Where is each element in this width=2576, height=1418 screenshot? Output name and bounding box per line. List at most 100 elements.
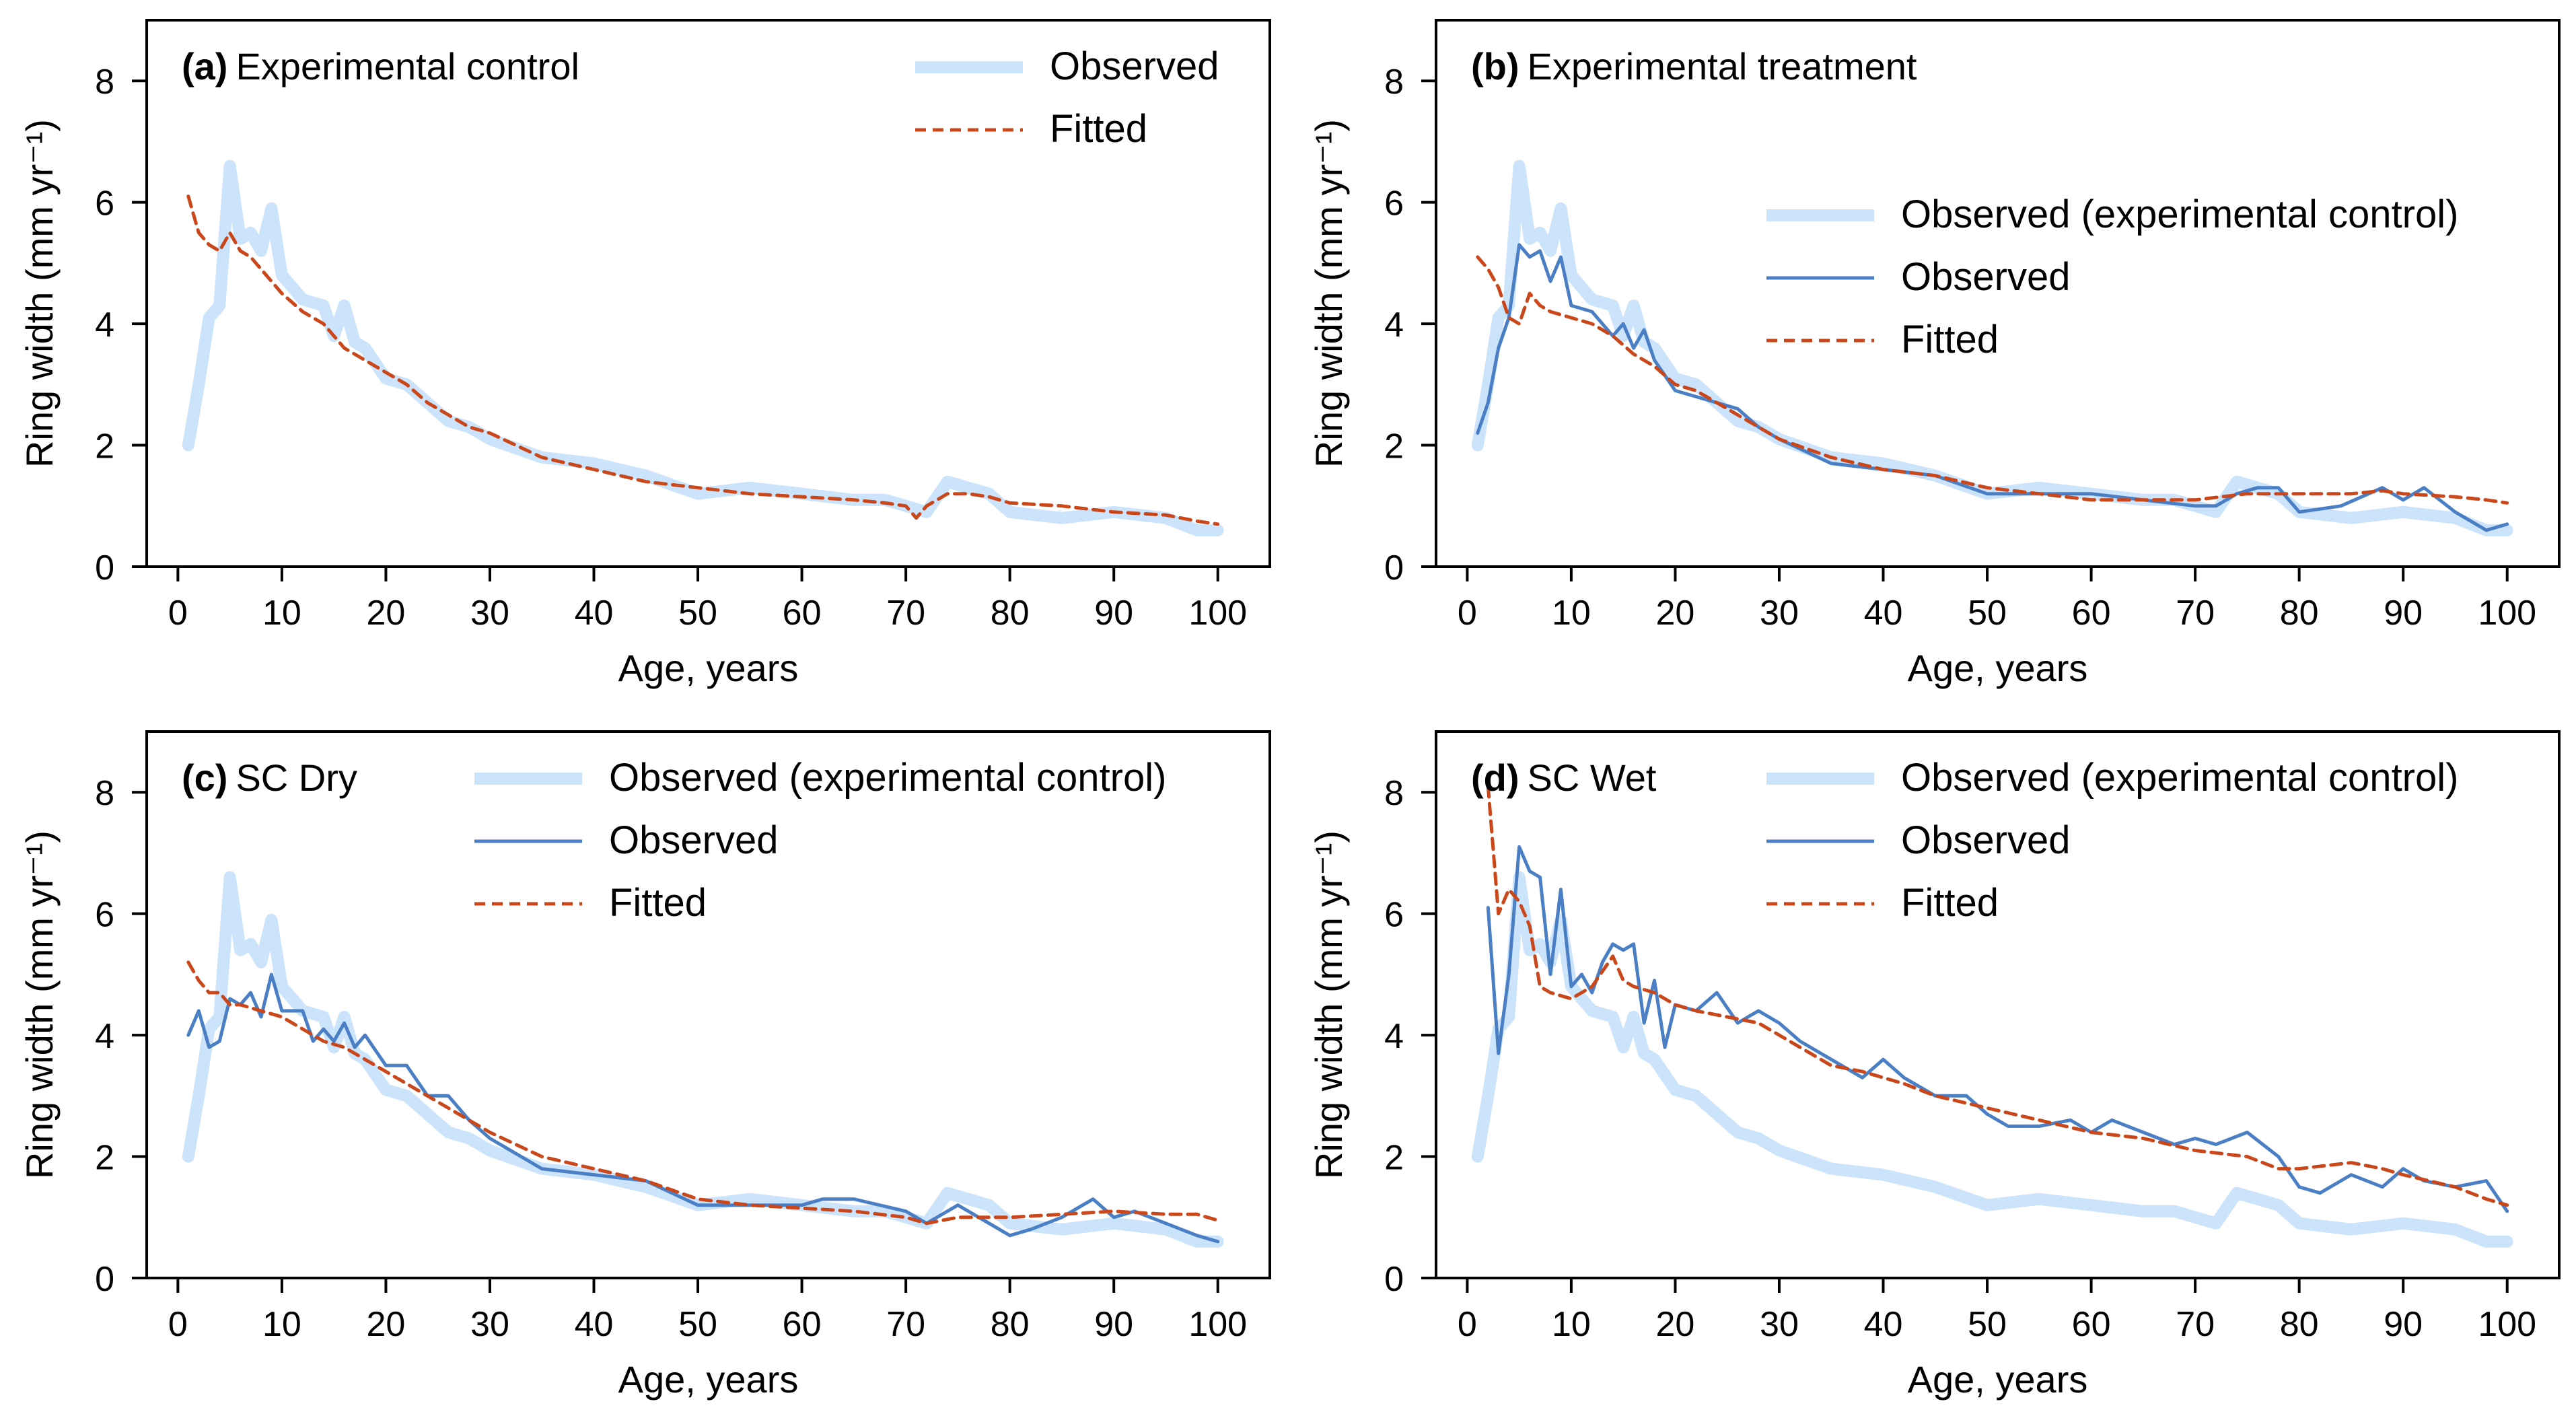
legend-label: Observed [1901,818,2070,862]
x-tick-label: 10 [1552,594,1591,633]
x-tick-label: 10 [1552,1305,1591,1344]
series-line-fitted [1486,784,2509,1207]
y-tick-label: 8 [95,774,114,813]
legend-label: Observed (experimental control) [609,756,1166,800]
x-tick-label: 100 [1188,594,1247,633]
panel-title-text: SC Dry [236,756,357,799]
legend-label: Observed [1050,44,1219,88]
panel-title: (d) SC Wet [1471,756,1657,799]
axes-frame [145,19,1271,568]
x-tick-label: 40 [575,594,614,633]
legend: Observed (experimental control) Observed F… [1766,756,2458,925]
panel-title-text: Experimental control [236,45,579,87]
x-tick-label: 90 [1094,1305,1133,1344]
panel-letter: (d) [1471,756,1519,799]
y-tick-label: 2 [1384,427,1404,466]
panel-letter: (b) [1471,45,1519,87]
x-tick-label: 90 [2384,594,2423,633]
x-tick-label: 40 [1864,594,1903,633]
x-tick-label: 70 [2176,594,2215,633]
panel-d: 0 10 20 30 40 50 60 70 80 90 100 0 2 4 6 8 Age, years Rin… [1308,730,2561,1401]
x-tick-label: 10 [262,594,301,633]
panel-title-text: SC Wet [1528,756,1657,799]
x-tick-label: 100 [2478,1305,2536,1344]
x-axis-label: Age, years [1908,1358,2088,1401]
y-tick-label: 8 [95,63,114,102]
x-tick-label: 20 [367,1305,406,1344]
x-tick-label: 20 [367,594,406,633]
x-axis-label: Age, years [1908,647,2088,689]
x-tick-label: 50 [1968,594,2007,633]
panel-letter: (a) [182,45,227,87]
legend-label: Fitted [1901,881,1999,925]
axes-frame [1435,19,2561,568]
series-line-observed-control [182,871,1224,1248]
panel-letter: (c) [182,756,227,799]
x-tick-label: 60 [783,594,822,633]
y-tick-label: 0 [1384,548,1404,588]
y-tick-label: 6 [95,184,114,223]
y-tick-label: 4 [1384,1017,1404,1056]
legend-label: Fitted [1050,107,1147,151]
series-line-fitted [186,194,1220,526]
axes-frame [145,730,1271,1279]
y-tick-label: 0 [95,1260,114,1299]
y-tick-label: 4 [1384,306,1404,345]
x-tick-label: 70 [886,594,925,633]
panel-title-text: Experimental treatment [1528,45,1917,87]
y-tick-label: 2 [95,1139,114,1178]
series-line-observed-control [1471,871,2513,1248]
x-tick-label: 80 [2280,594,2319,633]
x-tick-label: 30 [470,594,509,633]
x-tick-label: 100 [1188,1305,1247,1344]
y-tick-label: 6 [1384,896,1404,935]
x-tick-label: 70 [886,1305,925,1344]
y-tick-label: 0 [1384,1260,1404,1299]
x-axis-label: Age, years [618,1358,799,1401]
x-tick-label: 50 [678,594,717,633]
y-tick-label: 8 [1384,63,1404,102]
y-axis-label: Ring width (mm yr⁻¹) [1308,119,1350,468]
x-tick-label: 20 [1656,594,1695,633]
x-tick-label: 80 [2280,1305,2319,1344]
x-tick-label: 70 [2176,1305,2215,1344]
panel-b: 0 10 20 30 40 50 60 70 80 90 100 0 2 4 6 8 Age, years Rin… [1308,19,2561,689]
legend-label: Fitted [1901,318,1999,361]
y-tick-label: 4 [95,306,114,345]
y-tick-label: 2 [1384,1139,1404,1178]
panel-c: 0 10 20 30 40 50 60 70 80 90 100 0 2 4 6 8 Age, years Rin… [18,730,1271,1401]
x-tick-label: 0 [1458,594,1477,633]
y-tick-label: 2 [95,427,114,466]
legend-label: Fitted [609,881,707,925]
x-tick-label: 20 [1656,1305,1695,1344]
x-tick-label: 60 [2072,594,2111,633]
x-tick-label: 80 [991,594,1030,633]
panel-title: (c) SC Dry [182,756,357,799]
y-axis-label: Ring width (mm yr⁻¹) [18,119,61,468]
legend-label: Observed (experimental control) [1901,192,2458,236]
x-tick-label: 100 [2478,594,2536,633]
x-axis-label: Age, years [618,647,799,689]
axes-frame [1435,730,2561,1279]
x-tick-label: 50 [1968,1305,2007,1344]
x-tick-label: 0 [168,594,188,633]
x-tick-label: 0 [168,1305,188,1344]
y-axis-label: Ring width (mm yr⁻¹) [18,830,61,1179]
y-tick-label: 6 [95,896,114,935]
x-tick-label: 50 [678,1305,717,1344]
x-tick-label: 60 [2072,1305,2111,1344]
legend-label: Observed (experimental control) [1901,756,2458,800]
x-tick-label: 30 [1760,594,1799,633]
x-tick-label: 30 [470,1305,509,1344]
x-tick-label: 0 [1458,1305,1477,1344]
legend: Observed (experimental control) Observed F… [474,756,1166,925]
panel-title: (a) Experimental control [182,45,579,87]
x-tick-label: 40 [575,1305,614,1344]
y-tick-label: 8 [1384,774,1404,813]
x-tick-label: 80 [991,1305,1030,1344]
x-tick-label: 40 [1864,1305,1903,1344]
legend: Observed Fitted [915,44,1219,151]
y-axis-label: Ring width (mm yr⁻¹) [1308,830,1350,1179]
panel-title: (b) Experimental treatment [1471,45,1917,87]
y-tick-label: 6 [1384,184,1404,223]
